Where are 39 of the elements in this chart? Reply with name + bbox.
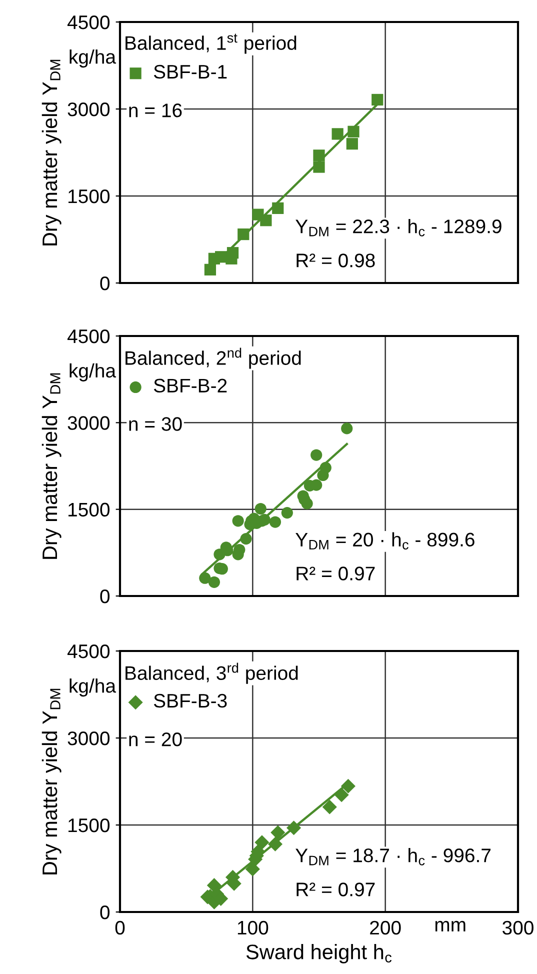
x-tick-label: 0 bbox=[115, 920, 125, 935]
text: Balanced, 2$^{nd}$ period bbox=[126, 348, 301, 369]
text: kg/ha bbox=[70, 49, 116, 68]
y-tick-label: 0 bbox=[100, 276, 110, 290]
annotation: Y$_{DM}$ = 20 · h$_{c}$ - 899.6 bbox=[296, 532, 474, 550]
legend-label: SBF-B-3 bbox=[154, 694, 227, 708]
legend-label: SBF-B-2 bbox=[154, 378, 227, 393]
y-tick-label: 1500 bbox=[68, 502, 110, 517]
x-axis-title: Sward height h$_{c}$ bbox=[246, 944, 392, 964]
text: kg/ha bbox=[70, 678, 116, 697]
x-tick-label: 300 bbox=[502, 920, 534, 935]
text: Balanced, 1$^{st}$ period bbox=[126, 34, 296, 54]
y-axis-title: Dry matter yield Y$_{DM}$ bbox=[42, 688, 62, 874]
x-tick-label: 100 bbox=[238, 920, 268, 935]
annotation: n = 20 bbox=[129, 732, 182, 746]
y-tick-label: 4500 bbox=[67, 644, 110, 658]
annotation: n = 16 bbox=[129, 103, 182, 118]
y-tick-label: 4500 bbox=[67, 329, 110, 344]
y-tick-label: 1500 bbox=[68, 189, 110, 204]
y-tick-label: 3000 bbox=[68, 102, 110, 116]
annotation: R² = 0.97 bbox=[296, 882, 375, 896]
y-tick-label: 0 bbox=[100, 905, 110, 920]
text: kg/ha bbox=[70, 363, 116, 382]
text: mm bbox=[435, 920, 466, 932]
annotation: Y$_{DM}$ = 22.3 · h$_{c}$ - 1289.9 bbox=[296, 219, 502, 236]
x-tick-label: 200 bbox=[370, 920, 401, 935]
annotation: n = 30 bbox=[129, 417, 182, 431]
y-tick-label: 3000 bbox=[68, 731, 110, 746]
legend-label: SBF-B-1 bbox=[154, 64, 227, 79]
annotation: Y$_{DM}$ = 18.7 · h$_{c}$ - 996.7 bbox=[296, 848, 491, 866]
annotation: R² = 0.98 bbox=[296, 254, 375, 268]
text: Balanced, 3$^{rd}$ period bbox=[126, 662, 298, 684]
y-tick-label: 0 bbox=[100, 589, 110, 604]
annotation: R² = 0.97 bbox=[296, 566, 375, 580]
y-tick-label: 3000 bbox=[68, 416, 110, 430]
y-axis-title: Dry matter yield Y$_{DM}$ bbox=[42, 60, 62, 246]
y-tick-label: 4500 bbox=[67, 15, 110, 30]
y-axis-title: Dry matter yield Y$_{DM}$ bbox=[42, 373, 62, 559]
y-tick-label: 1500 bbox=[68, 818, 110, 832]
